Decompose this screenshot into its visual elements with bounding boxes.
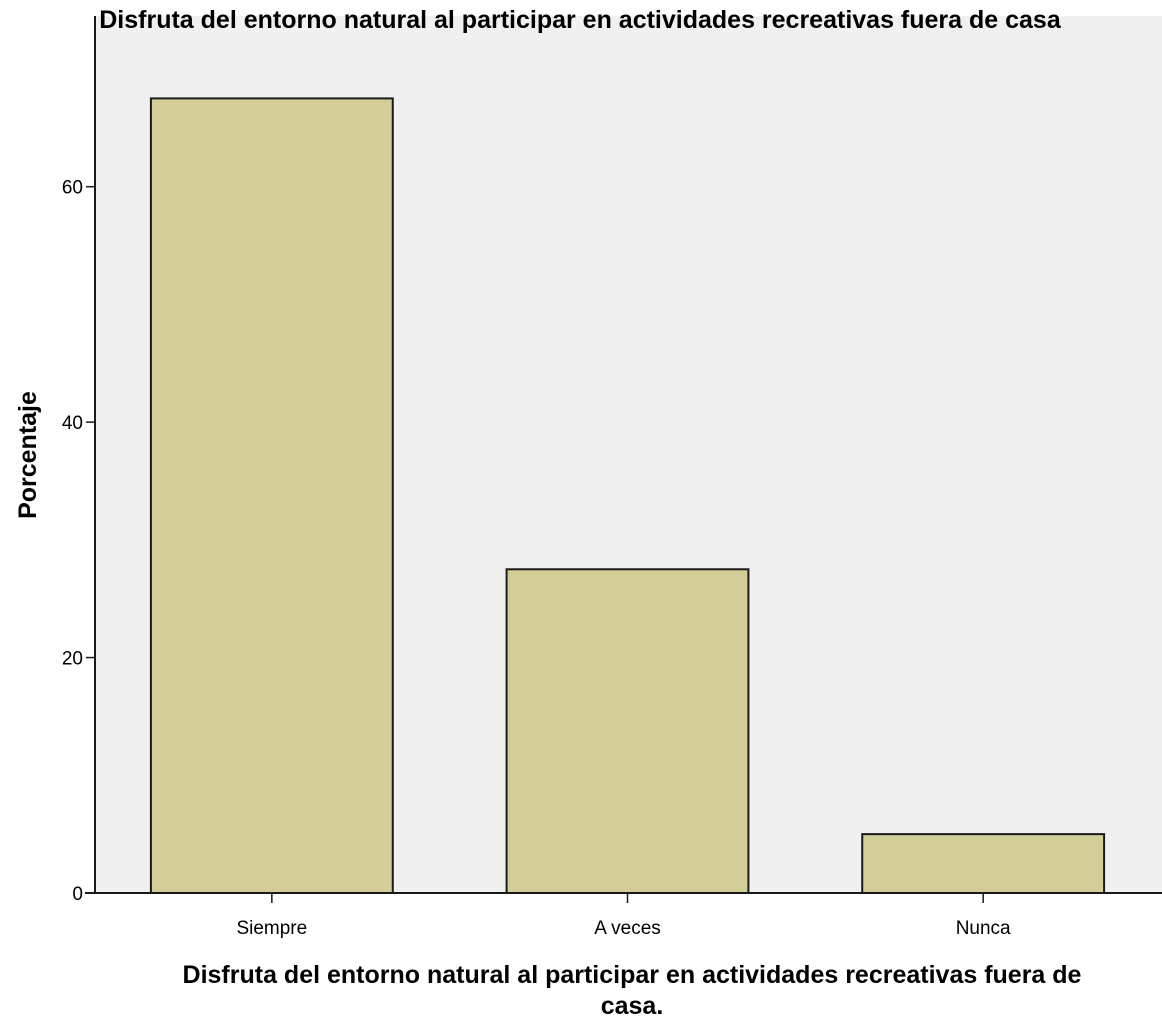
y-tick-label: 20 <box>62 649 83 670</box>
x-tick-label: Siempre <box>236 918 307 939</box>
x-tick-label: A veces <box>594 918 661 939</box>
bar-siempre <box>149 97 394 894</box>
y-axis-title: Porcentaje <box>14 391 42 519</box>
x-ticks: Siempre A veces Nunca <box>236 893 1011 939</box>
x-tick-label: Nunca <box>956 918 1011 939</box>
y-tick-label: 60 <box>62 178 83 199</box>
y-tick-label: 0 <box>72 884 83 905</box>
chart-title: Disfruta del entorno natural al particip… <box>99 6 1062 34</box>
bar-nunca <box>861 833 1106 894</box>
x-axis-title-line-1: Disfruta del entorno natural al particip… <box>183 961 1082 989</box>
bars <box>149 97 1106 894</box>
y-tick-label: 40 <box>62 413 83 434</box>
x-axis-title-line-2: casa. <box>601 992 664 1020</box>
bar-a-veces <box>505 568 750 894</box>
y-ticks: 0 20 40 60 <box>62 178 95 905</box>
